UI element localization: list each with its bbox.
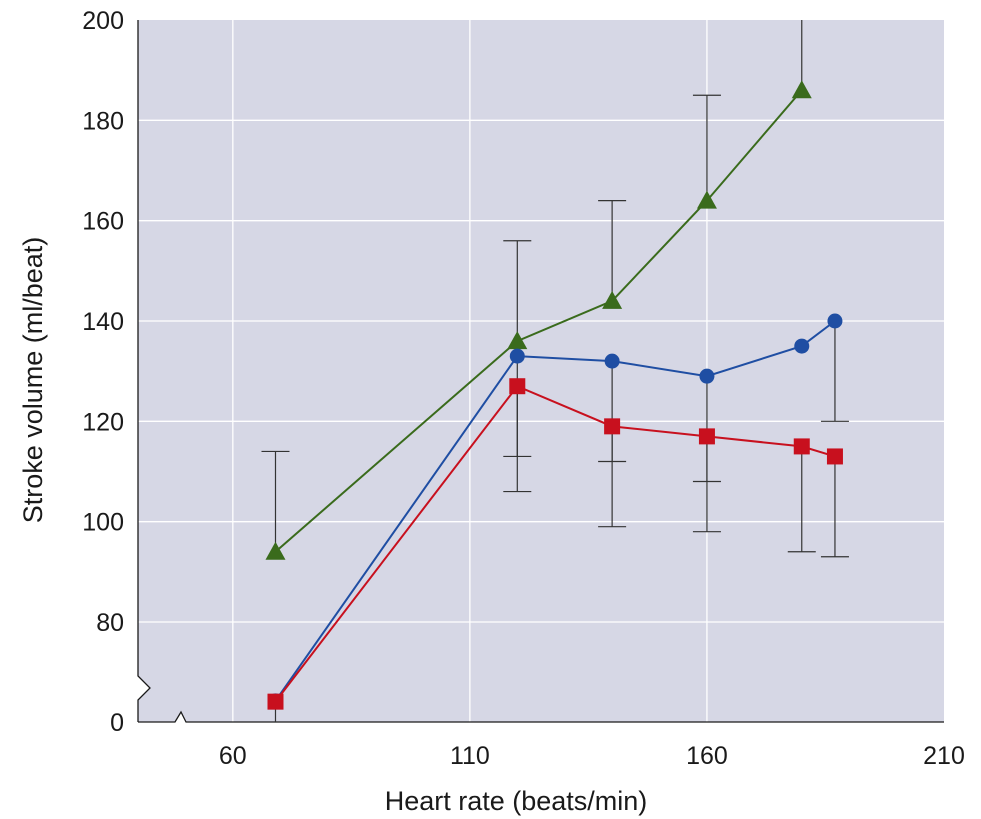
tick-labels: 60 110 160 210 0 80 100 120 140 160 180 200 [82, 7, 965, 770]
marker-s0-0 [265, 541, 286, 560]
marker-s2-2 [604, 418, 621, 435]
x-axis-line [138, 710, 944, 723]
x-tick-label-210: 210 [923, 742, 965, 770]
y-tick-label-120: 120 [82, 408, 124, 436]
y-tick-label-0: 0 [110, 709, 124, 737]
y-axis-line [137, 20, 151, 722]
marker-s0-2 [602, 290, 623, 309]
y-tick-label-180: 180 [82, 107, 124, 135]
marker-s1-3 [699, 368, 715, 384]
series-markers [265, 80, 843, 710]
y-tick-label-100: 100 [82, 509, 124, 537]
axes [137, 20, 944, 723]
marker-s0-4 [791, 80, 812, 99]
marker-s0-3 [696, 190, 717, 209]
marker-s0-1 [507, 331, 528, 350]
marker-s2-4 [793, 438, 810, 455]
marker-s2-3 [698, 428, 715, 445]
marker-s2-0 [267, 693, 284, 710]
y-tick-label-200: 200 [82, 7, 124, 35]
y-tick-label-80: 80 [96, 609, 124, 637]
x-tick-label-60: 60 [219, 742, 247, 770]
marker-s2-5 [826, 448, 843, 465]
plot-area [138, 20, 944, 722]
marker-s1-4 [794, 338, 810, 354]
x-axis-title: Heart rate (beats/min) [385, 786, 648, 816]
y-axis-title: Stroke volume (ml/beat) [18, 237, 48, 524]
y-tick-label-140: 140 [82, 308, 124, 336]
marker-s2-1 [509, 378, 526, 395]
x-tick-label-160: 160 [686, 742, 728, 770]
error-bars [261, 20, 849, 722]
marker-s1-1 [509, 348, 525, 364]
y-tick-label-160: 160 [82, 208, 124, 236]
x-tick-label-110: 110 [450, 742, 490, 770]
marker-s1-2 [604, 353, 620, 369]
marker-s1-5 [827, 313, 843, 329]
